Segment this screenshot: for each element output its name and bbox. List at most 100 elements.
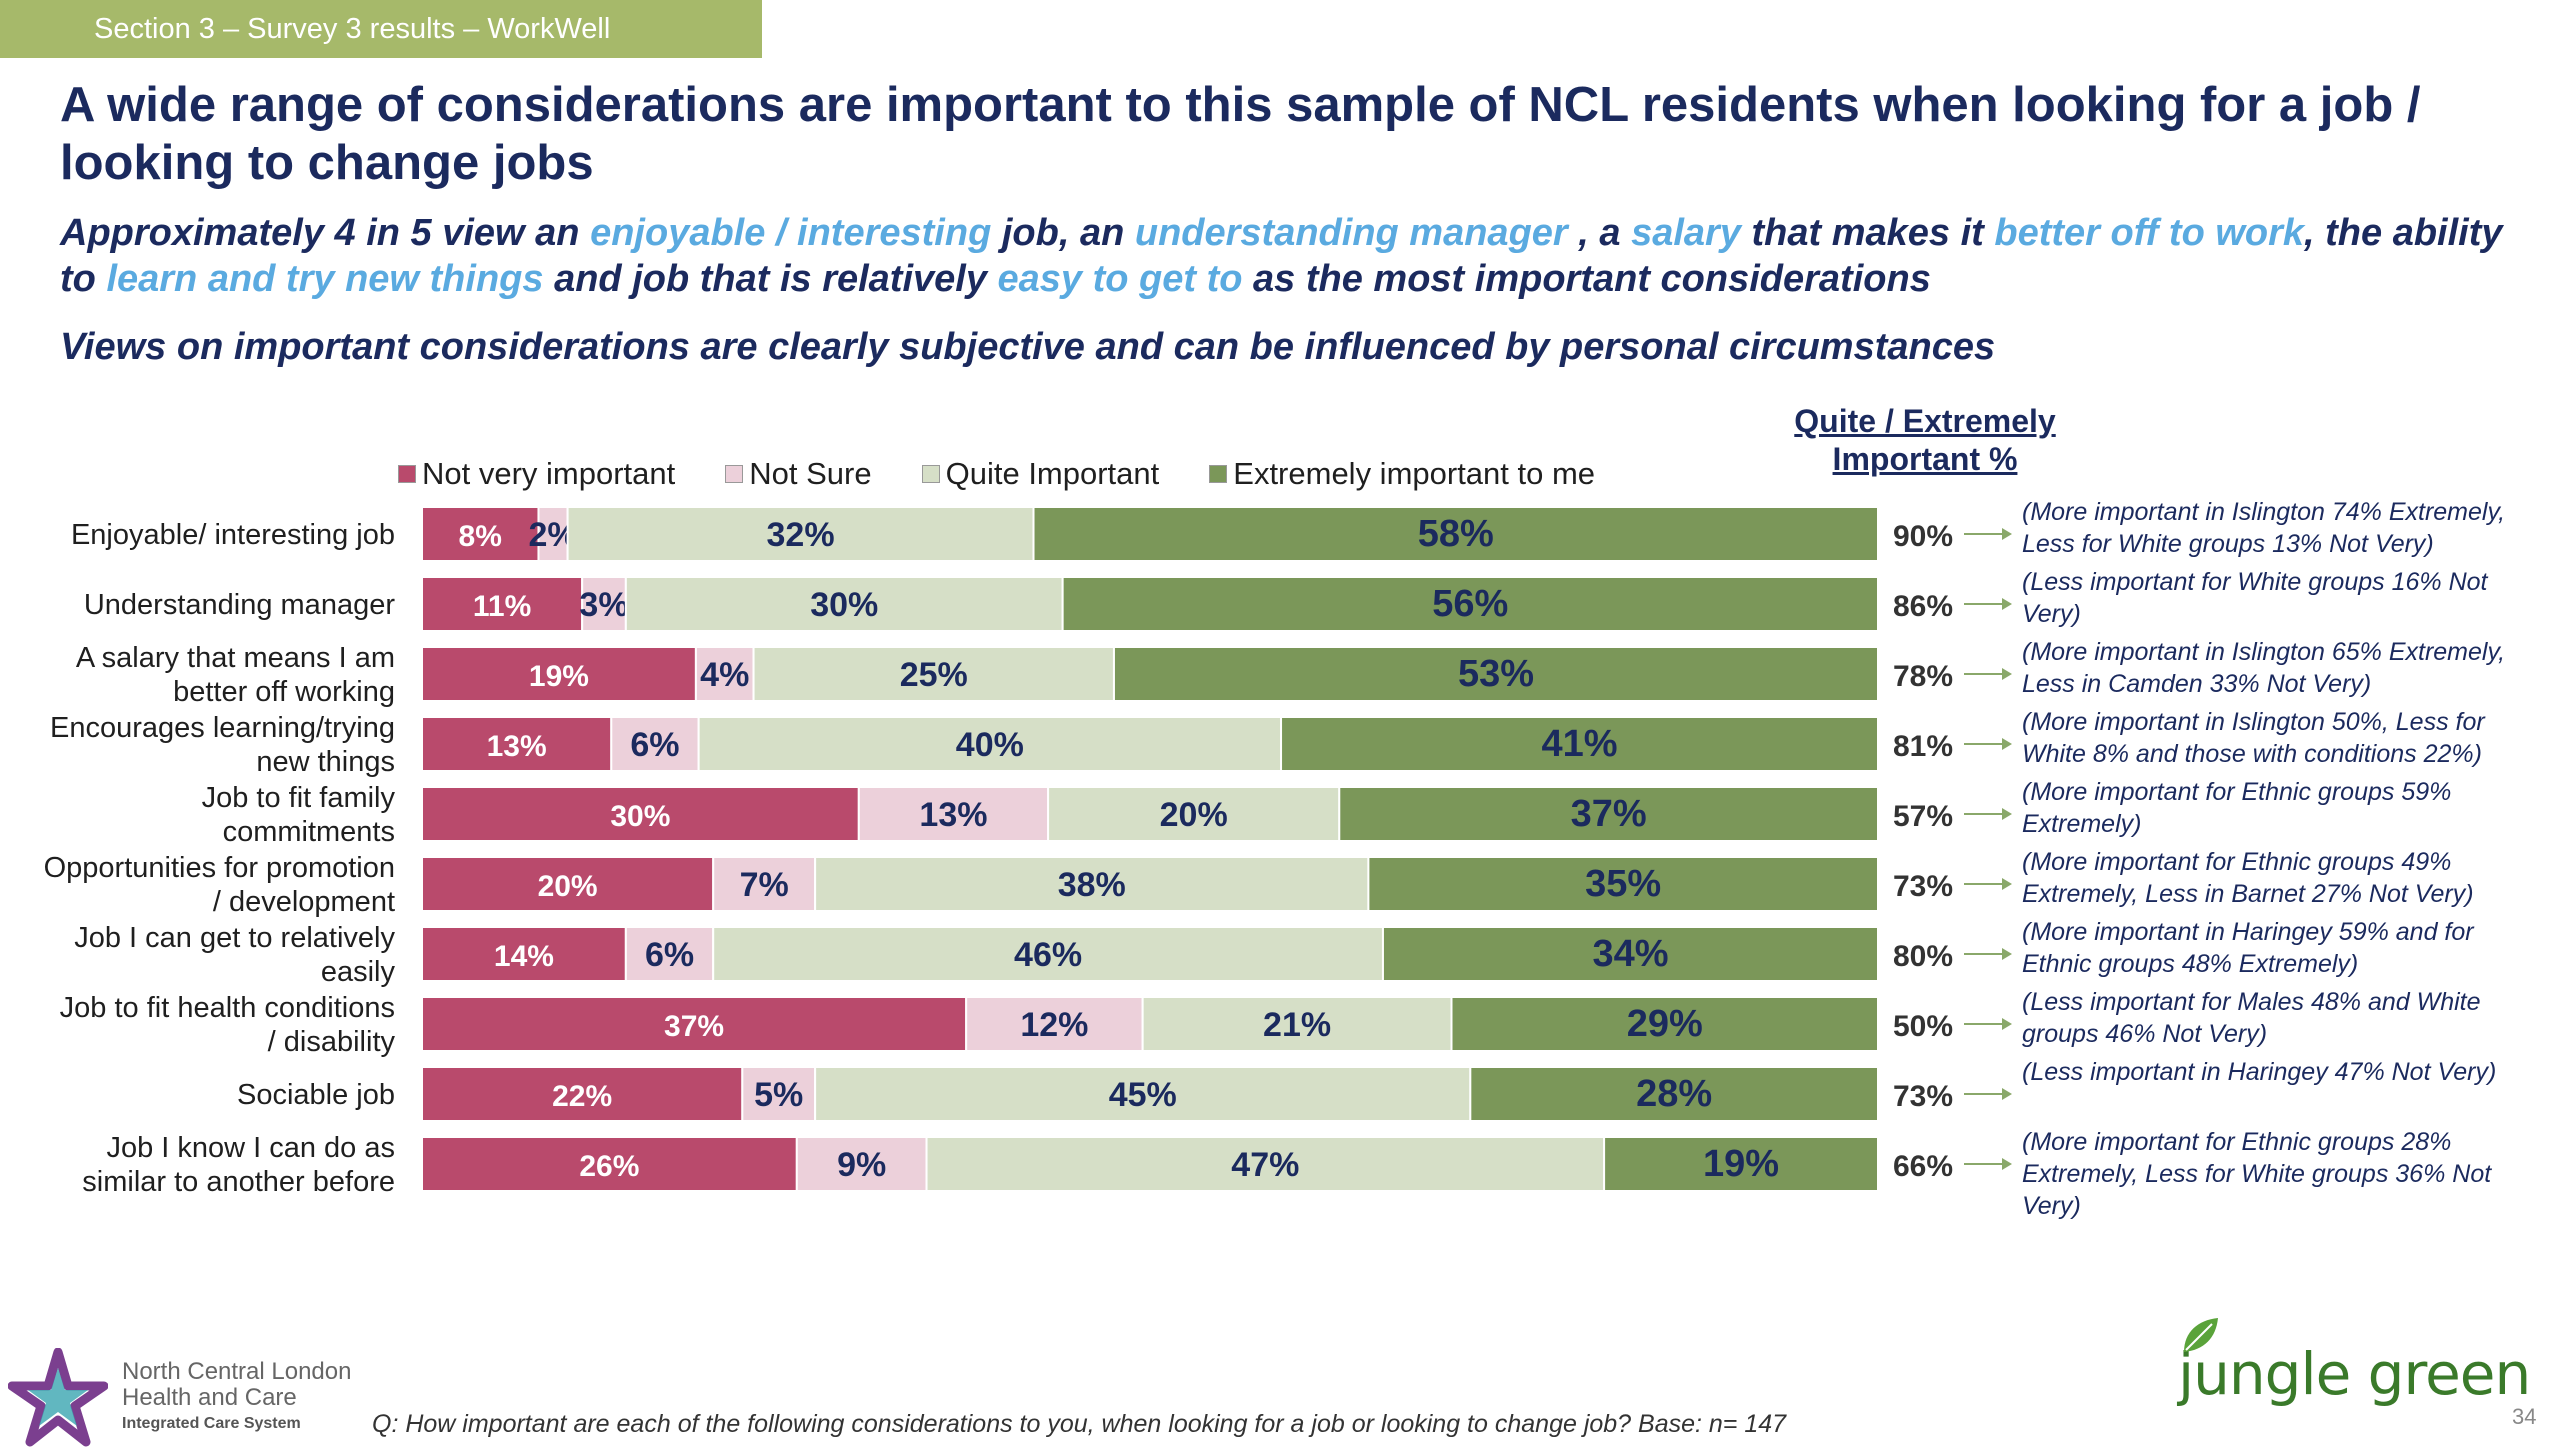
total-label: 80%	[1893, 940, 1953, 973]
data-label: 13%	[487, 730, 547, 763]
data-label: 6%	[645, 936, 694, 974]
data-label: 19%	[1703, 1143, 1779, 1185]
bar-segment	[795, 1136, 928, 1192]
text-line: (Less important for Males 48% and White	[2022, 988, 2481, 1016]
text-line: Encourages learning/trying	[50, 712, 395, 744]
legend-label: Extremely important to me	[1233, 456, 1596, 491]
category-label: Enjoyable/ interesting job	[71, 519, 395, 551]
data-label: 13%	[919, 796, 987, 834]
subhead-highlight: understanding manager	[1134, 212, 1568, 254]
bar-segment	[421, 506, 540, 562]
data-label: 46%	[1014, 936, 1082, 974]
bar-segment	[814, 1066, 1472, 1122]
legend-item-not-very: Not very important	[398, 456, 675, 492]
bar-segment	[1061, 576, 1879, 632]
text-line: / disability	[268, 1026, 396, 1058]
bar-segment	[421, 1136, 798, 1192]
arrow-icon	[2002, 1088, 2012, 1100]
bar-segment	[965, 996, 1144, 1052]
bar-segment	[421, 786, 860, 842]
subhead-text: that makes it	[1740, 212, 1995, 254]
arrow-icon	[2002, 598, 2012, 610]
bar-segment	[624, 926, 715, 982]
total-label: 86%	[1893, 590, 1953, 623]
data-label: 4%	[700, 656, 749, 694]
bar-segment	[1381, 926, 1879, 982]
arrow-icon	[2002, 878, 2012, 890]
data-label: 14%	[494, 940, 554, 973]
bar-segment	[421, 996, 968, 1052]
bar-segment	[752, 646, 1115, 702]
ncl-logo-line: Health and Care	[122, 1384, 297, 1411]
text-line: (Less important for White groups 16% Not	[2022, 568, 2489, 596]
text-line: Very)	[2022, 1192, 2081, 1220]
data-label: 5%	[754, 1076, 803, 1114]
text-line: Extremely, Less for White groups 36% Not	[2022, 1160, 2492, 1188]
footer-question: Q: How important are each of the followi…	[372, 1410, 1787, 1438]
text-line: groups 46% Not Very)	[2022, 1020, 2267, 1048]
bar-segment	[814, 856, 1370, 912]
bar-segment	[610, 716, 700, 772]
bar-segment	[1469, 1066, 1879, 1122]
text-line: (More important for Ethnic groups 59%	[2022, 778, 2451, 806]
data-label: 56%	[1432, 583, 1508, 625]
bar-segment	[624, 576, 1064, 632]
annotation-note: (More important for Ethnic groups 28% Ext…	[2022, 1128, 2492, 1220]
arrow-icon	[2002, 948, 2012, 960]
text-line: Extremely, Less in Barnet 27% Not Very)	[2022, 880, 2474, 908]
bar-segment	[712, 926, 1384, 982]
legend-label: Not very important	[422, 456, 676, 491]
data-label: 26%	[579, 1150, 639, 1183]
subhead-highlight: salary	[1631, 212, 1741, 254]
subhead-text: as the most important considerations	[1242, 258, 1931, 300]
text-line: Less for White groups 13% Not Very)	[2022, 530, 2434, 558]
data-label: 35%	[1585, 863, 1661, 905]
bar-segment	[1338, 786, 1879, 842]
annotation-note: (More important in Haringey 59% and for E…	[2022, 918, 2475, 978]
quite-extremely-header: Quite / Extremely Important %	[1794, 403, 2056, 477]
annotation-note: (Less important in Haringey 47% Not Very…	[2022, 1058, 2496, 1086]
category-label: Sociable job	[237, 1079, 395, 1111]
legend-label: Quite Important	[945, 456, 1160, 491]
arrow-icon	[2002, 738, 2012, 750]
text-line: Opportunities for promotion	[44, 852, 395, 884]
subhead-highlight: better off to work	[1994, 212, 2305, 254]
subhead-text: and job that is relatively	[543, 258, 998, 300]
page-title: A wide range of considerations are impor…	[60, 78, 2421, 190]
data-label: 32%	[767, 516, 835, 554]
section-tab-label: Section 3 – Survey 3 results – WorkWell	[94, 12, 611, 45]
data-label: 12%	[1020, 1006, 1088, 1044]
ncl-star-icon	[8, 1348, 108, 1447]
text-line: Understanding manager	[84, 589, 395, 621]
data-label: 25%	[900, 656, 968, 694]
bar-segment	[1280, 716, 1880, 772]
category-label: Job to fit health conditions / disability	[60, 992, 396, 1058]
ncl-logo-text: North Central London Health and Care Int…	[122, 1359, 351, 1437]
data-label: 28%	[1636, 1073, 1712, 1115]
text-line: Sociable job	[237, 1079, 395, 1111]
text-line: Job I can get to relatively	[74, 922, 395, 954]
bar-segment	[1450, 996, 1880, 1052]
total-label: 73%	[1893, 870, 1953, 903]
subhead-highlight: easy to get to	[997, 258, 1243, 300]
bar-segment	[581, 576, 627, 632]
category-label: Understanding manager	[84, 589, 395, 621]
data-label: 38%	[1058, 866, 1126, 904]
text-line: White 8% and those with conditions 22%)	[2022, 740, 2482, 768]
text-line: Extremely)	[2022, 810, 2141, 838]
text-line: Job I know I can do as	[106, 1132, 395, 1164]
bar-segment	[566, 506, 1035, 562]
ncl-logo: North Central London Health and Care Int…	[8, 1348, 351, 1448]
text-line: (Less important in Haringey 47% Not Very…	[2022, 1058, 2496, 1086]
subhead-text: job, an	[991, 212, 1135, 254]
legend-item-quite: Quite Important	[921, 456, 1160, 492]
total-label: 50%	[1893, 1010, 1953, 1043]
total-label: 90%	[1893, 520, 1953, 553]
annotation-note: (More important in Islington 65% Extreme…	[2022, 638, 2505, 698]
text-line: / development	[213, 886, 395, 918]
bar-segment	[421, 856, 715, 912]
data-label: 6%	[630, 726, 679, 764]
data-label: 20%	[538, 870, 598, 903]
bar-segment	[1367, 856, 1880, 912]
